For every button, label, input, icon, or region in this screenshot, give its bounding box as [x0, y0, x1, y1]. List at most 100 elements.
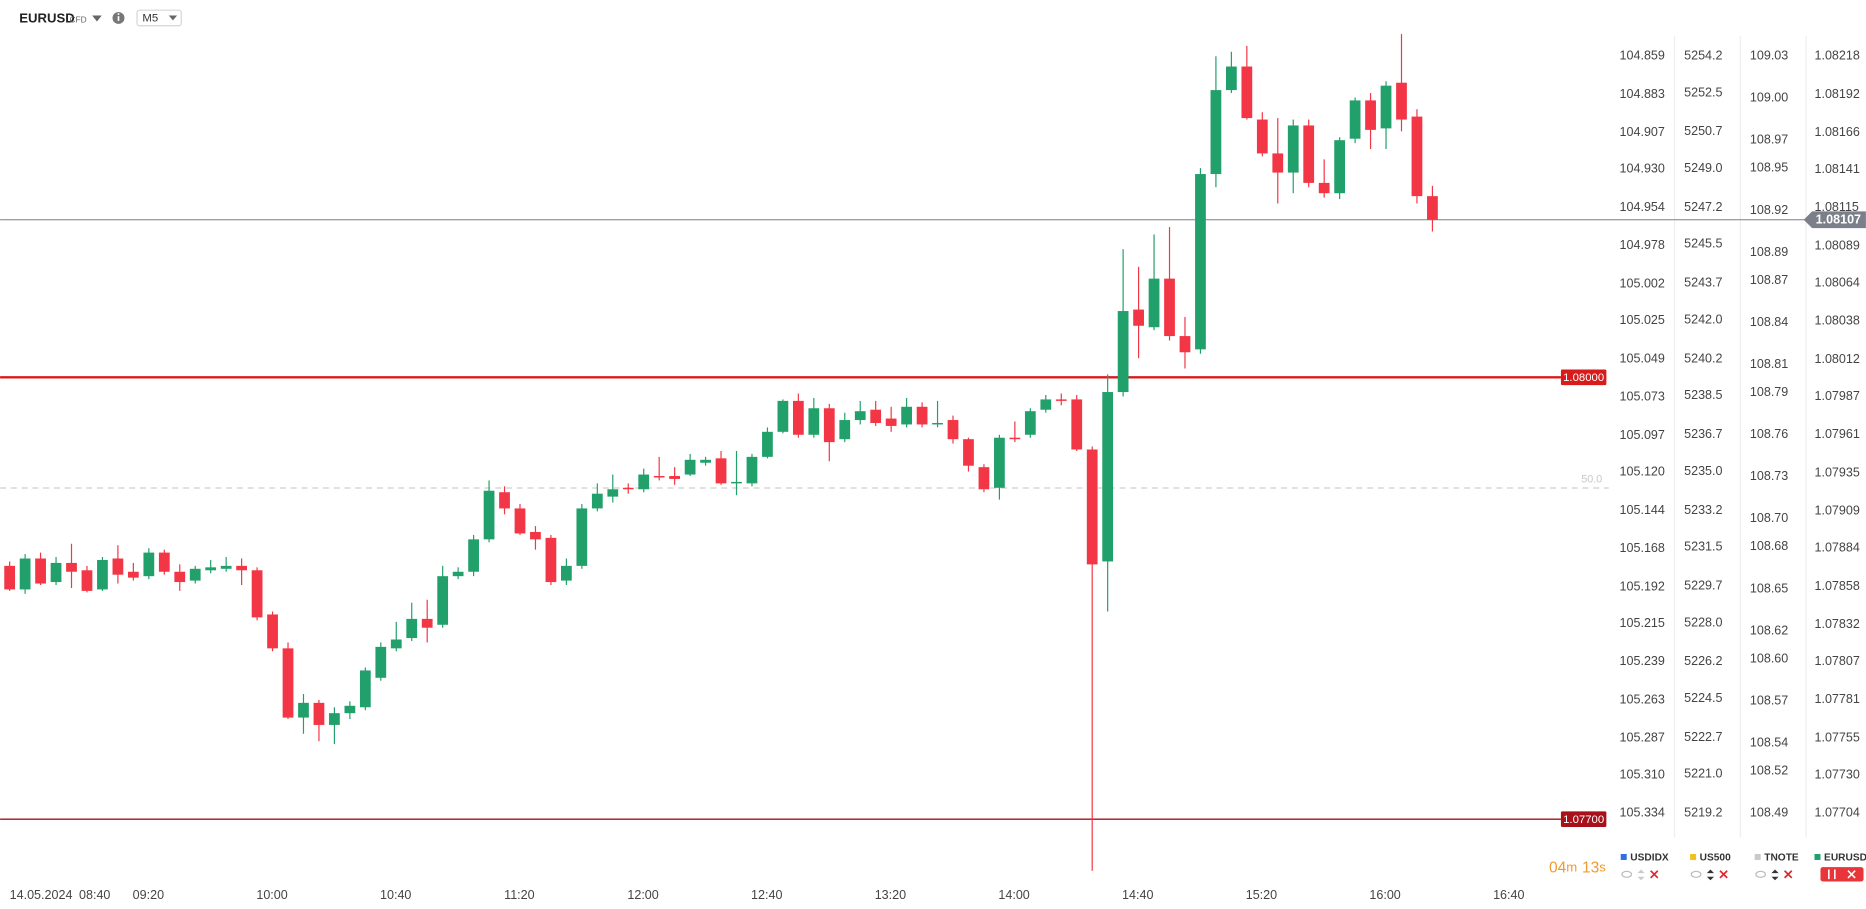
axis-tick-label: 105.239	[1620, 654, 1665, 668]
candle-body	[4, 565, 16, 590]
y-tick-label: 1.07807	[1814, 654, 1859, 668]
symbol-dropdown[interactable]	[92, 15, 102, 22]
axis-tick-label: 104.907	[1620, 125, 1665, 139]
legend-arrows[interactable]	[1706, 869, 1715, 881]
y-tick-label: 1.08218	[1814, 49, 1859, 63]
candle-body	[746, 456, 758, 484]
y-tick-label: 1.07755	[1814, 731, 1859, 745]
timeframe-box[interactable]	[136, 9, 182, 27]
candle-body	[359, 670, 371, 708]
candle-body	[158, 552, 170, 572]
axis-tick-label: 5238.5	[1684, 388, 1722, 402]
candle-body	[421, 618, 433, 628]
legend-button[interactable]	[1820, 867, 1864, 882]
candle-body	[901, 406, 912, 425]
candle-body	[220, 565, 232, 569]
candle-body	[1272, 153, 1284, 173]
legend-label: EURUSD	[1824, 852, 1866, 863]
candle-body	[994, 437, 1005, 488]
candle-body	[731, 481, 742, 484]
axis-tick-label: 5235.0	[1684, 464, 1722, 478]
axis-tick-label: 5229.7	[1684, 578, 1722, 592]
countdown-seconds: 13	[1582, 859, 1599, 876]
legend-label: US500	[1700, 852, 1731, 863]
axis-tick-label: 5219.2	[1684, 806, 1722, 820]
axis-tick-label: 105.334	[1620, 806, 1665, 820]
axis-tick-label: 108.60	[1750, 651, 1788, 665]
axis-tick-label: 105.002	[1620, 276, 1665, 290]
x-tick-label: 16:00	[1369, 888, 1400, 902]
axis-tick-label: 108.54	[1750, 736, 1788, 750]
legend-eye[interactable]	[1690, 870, 1702, 878]
candle-body	[1225, 66, 1237, 91]
axis-tick-label: 5231.5	[1684, 540, 1722, 554]
candle-body	[715, 458, 727, 484]
symbol[interactable]: EURUSD	[19, 11, 75, 26]
axis-tick-label: 104.954	[1620, 200, 1665, 214]
price-badge	[1560, 811, 1607, 827]
candle-body	[762, 431, 773, 457]
axis-tick-label: 108.76	[1750, 427, 1788, 441]
candle-body	[452, 571, 464, 577]
countdown-minutes: 04	[1549, 859, 1567, 876]
axis-tick-label: 108.79	[1750, 385, 1788, 399]
last-price-badge	[1803, 211, 1866, 229]
candle-body	[329, 713, 340, 725]
axis-tick-label: 105.073	[1620, 390, 1665, 404]
timeframe-dropdown[interactable]	[168, 15, 178, 21]
legend-eye[interactable]	[1755, 870, 1767, 878]
axis-tick-label: 5224.5	[1684, 691, 1722, 705]
price-badge-label: 1.08000	[1563, 372, 1604, 384]
candle-body	[143, 552, 155, 577]
candle-body	[1009, 437, 1021, 440]
candle-body	[514, 508, 526, 534]
candle-body	[483, 490, 495, 540]
axis-tick-label: 105.310	[1620, 767, 1665, 781]
y-tick-label: 1.08038	[1814, 314, 1859, 328]
candle-body	[792, 400, 804, 435]
axis-tick-label: 5252.5	[1684, 85, 1722, 99]
candle-body	[885, 418, 897, 426]
axis-tick-label: 5240.2	[1684, 351, 1722, 365]
candle-body	[1396, 82, 1407, 120]
legend-remove[interactable]	[1783, 870, 1793, 879]
candle-body	[375, 646, 387, 678]
axis-tick-label: 108.70	[1750, 511, 1788, 525]
candle-body	[1164, 278, 1175, 337]
y-tick-label: 1.07961	[1814, 427, 1859, 441]
x-tick-label: 09:20	[133, 888, 164, 902]
axis-tick-label: 108.97	[1750, 133, 1788, 147]
legend-remove[interactable]	[1650, 870, 1659, 879]
legend-eye[interactable]	[1621, 870, 1633, 878]
y-tick-label: 1.08012	[1814, 352, 1859, 366]
legend-arrows[interactable]	[1637, 869, 1645, 881]
toolbar: EURUSD CFD M5	[19, 9, 182, 27]
candle-body	[963, 439, 974, 466]
candle-body	[112, 558, 124, 575]
axis-tick-label: 109.00	[1750, 91, 1788, 105]
candle-body	[561, 565, 572, 581]
candle-body	[839, 420, 851, 440]
info-glyph	[117, 16, 120, 21]
x-tick-label: 12:40	[751, 888, 782, 902]
axis-tick-label: 104.978	[1620, 238, 1665, 252]
candle-body	[1334, 140, 1346, 194]
axis-tick-label: 5228.0	[1684, 615, 1722, 629]
axis-tick-label: 108.89	[1750, 245, 1788, 259]
candle-body	[1055, 399, 1067, 401]
legend-arrows[interactable]	[1771, 869, 1779, 881]
y-tick-label: 1.07730	[1814, 767, 1859, 781]
candle-body	[1040, 399, 1052, 410]
candle-body	[1195, 174, 1206, 350]
axis-tick-label: 5222.7	[1684, 730, 1722, 744]
y-tick-label: 1.07987	[1814, 389, 1859, 403]
candle-body	[669, 476, 681, 479]
y-tick-label: 1.08089	[1814, 239, 1859, 253]
timeframe[interactable]: M5	[142, 13, 158, 25]
plot: 104.859 104.883 104.907 104.930 104.954 104.9…	[0, 34, 1866, 902]
y-tick-label: 1.07832	[1814, 617, 1859, 631]
legend-swatch	[1690, 853, 1697, 860]
candle-body	[700, 459, 711, 463]
legend-remove[interactable]	[1719, 870, 1728, 879]
